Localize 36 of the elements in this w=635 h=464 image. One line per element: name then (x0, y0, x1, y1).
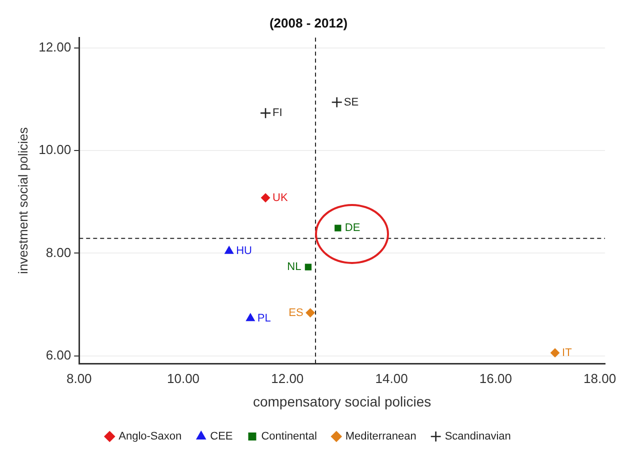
annotation: IT (562, 346, 572, 359)
point (260, 107, 272, 119)
annotation: UK (272, 192, 288, 204)
legend-label: Continental (261, 430, 317, 443)
annotation: FI (272, 107, 282, 120)
annotation: PL (257, 312, 271, 324)
point (550, 348, 560, 358)
annotation: SE (344, 96, 359, 108)
point (261, 193, 270, 202)
point (334, 224, 342, 232)
x-tick-label: 10.00 (166, 370, 200, 386)
y-tick-label: 10.00 (38, 142, 72, 158)
x-axis-title: compensatory social policies (252, 393, 432, 410)
legend-label: CEE (210, 430, 233, 443)
chart-title: (2008 - 2012) (269, 15, 348, 30)
point (331, 96, 343, 108)
point (224, 246, 234, 254)
x-tick-label: 14.00 (375, 370, 408, 386)
annotation: HU (236, 245, 252, 258)
point (306, 308, 315, 318)
x-tick-label: 16.00 (479, 370, 512, 386)
x-tick-label: 8.00 (66, 370, 92, 386)
y-axis-title: investment social policies (15, 126, 30, 274)
legend-label: Anglo-Saxon (118, 430, 182, 443)
annotation: NL (287, 261, 302, 274)
annotation: ES (288, 306, 304, 319)
x-tick-label: 12.00 (271, 370, 304, 386)
point (246, 313, 255, 322)
legend-label: Mediterranean (345, 430, 416, 443)
x-tick-label: 18.00 (584, 370, 616, 386)
legend-label: Scandinavian (444, 430, 511, 443)
point (304, 264, 312, 270)
y-tick-label: 6.00 (46, 347, 72, 362)
y-tick-label: 12.00 (38, 39, 72, 54)
y-tick-label: 8.00 (46, 244, 72, 260)
annotation: DE (344, 222, 360, 234)
